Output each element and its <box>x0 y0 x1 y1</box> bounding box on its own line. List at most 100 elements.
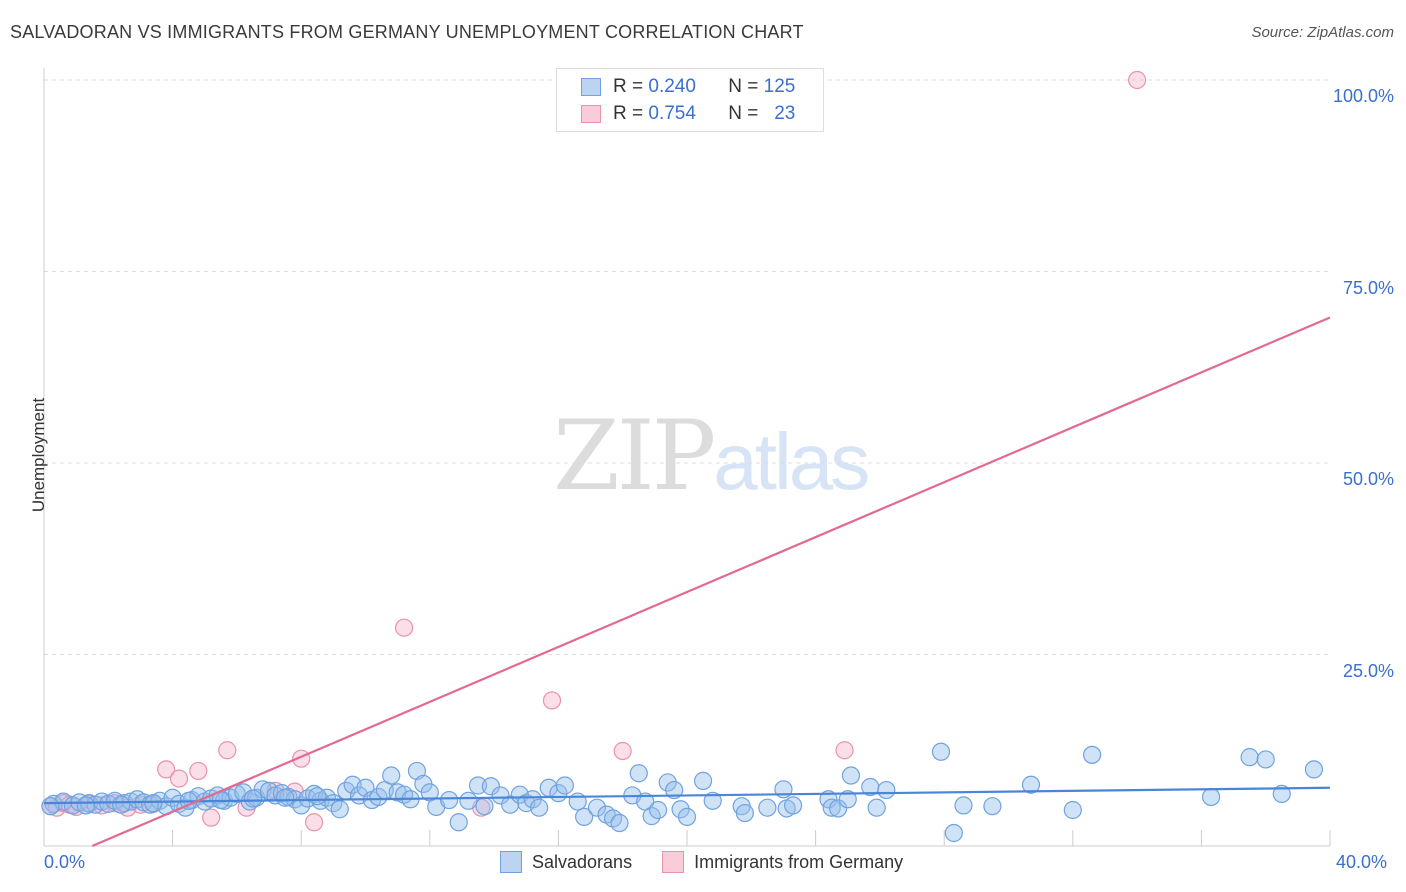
salvadoran-point <box>468 776 488 795</box>
germany-point <box>542 691 562 710</box>
germany-point <box>835 741 854 760</box>
salvadoran-point <box>587 798 607 817</box>
salvadoran-point <box>1201 787 1221 807</box>
watermark: ZIPatlas <box>553 400 870 512</box>
r-label: R = <box>613 76 644 97</box>
salvadoran-point <box>822 798 841 817</box>
n-value: 23 <box>774 103 796 124</box>
legend-item-salvadorans[interactable]: Salvadorans <box>500 851 632 873</box>
trend-lines <box>43 316 1331 848</box>
germany-point <box>394 618 414 637</box>
salvadoran-point <box>369 787 388 807</box>
salvadoran-point <box>144 794 163 813</box>
germany-point <box>169 769 189 788</box>
y-tick-label: 50.0% <box>1342 469 1394 489</box>
germany-point <box>202 808 221 827</box>
watermark-zip: ZIP <box>553 400 716 512</box>
stats-legend: R = 0.240 N = 125 R = 0.754 N = 23 <box>556 68 824 132</box>
salvadoran-point <box>449 813 468 832</box>
salvadoran-point <box>1304 760 1324 779</box>
salvadoran-point <box>703 791 722 810</box>
salvadoran-point <box>575 807 594 826</box>
r-value: 0.754 <box>648 103 696 124</box>
salvadoran-point <box>1256 750 1275 769</box>
legend-swatch-blue <box>581 78 601 96</box>
legend-label: Immigrants from Germany <box>694 851 904 872</box>
n-label: N = <box>728 103 759 124</box>
salvadoran-point <box>475 797 494 816</box>
stats-row-germany: R = 0.754 N = 23 <box>581 101 795 127</box>
salvadoran-point <box>112 795 131 814</box>
salvadoran-point <box>276 788 295 807</box>
r-label: R = <box>613 103 644 124</box>
salvadoran-point <box>931 742 951 761</box>
x-axis-ticks <box>43 830 1331 846</box>
legend-label: Salvadorans <box>532 851 633 872</box>
legend-swatch-pink <box>581 105 601 123</box>
salvadoran-point <box>829 799 848 818</box>
salvadoran-point <box>665 780 684 800</box>
salvadoran-point <box>677 807 697 826</box>
salvadoran-point <box>459 791 478 810</box>
salvadoran-point <box>1021 775 1041 794</box>
salvadoran-point <box>841 766 861 785</box>
bottom-legend: Salvadorans Immigrants from Germany <box>500 851 933 873</box>
salvadoran-point <box>530 798 549 817</box>
salvadoran-point <box>735 803 754 823</box>
salvadoran-point <box>783 796 803 815</box>
salvadoran-point <box>1082 745 1102 764</box>
legend-item-germany[interactable]: Immigrants from Germany <box>662 851 903 873</box>
salvadoran-point <box>629 764 648 783</box>
salvadoran-trend-line <box>43 786 1331 805</box>
stats-row-salvadorans: R = 0.240 N = 125 <box>581 74 795 100</box>
legend-swatch-blue <box>500 851 522 873</box>
salvadoran-point <box>491 786 510 805</box>
gridlines <box>44 79 1330 655</box>
data-points <box>41 70 1324 843</box>
salvadoran-point <box>983 797 1002 816</box>
salvadoran-point <box>867 798 886 817</box>
germany-trend-line <box>91 316 1331 848</box>
salvadoran-point <box>1063 800 1082 820</box>
salvadoran-point <box>76 796 95 815</box>
germany-point <box>189 761 208 781</box>
x-tick-min: 0.0% <box>44 852 86 872</box>
germany-point <box>304 813 324 832</box>
x-tick-max: 40.0% <box>1336 852 1388 872</box>
salvadoran-point <box>439 790 459 810</box>
salvadoran-point <box>555 776 574 795</box>
salvadoran-point <box>330 800 349 819</box>
y-tick-label: 100.0% <box>1332 86 1394 106</box>
germany-point <box>1127 70 1147 90</box>
salvadoran-point <box>1240 748 1259 767</box>
n-value: 125 <box>763 76 796 97</box>
salvadoran-point <box>610 813 629 833</box>
germany-point <box>157 760 176 779</box>
watermark-atlas: atlas <box>713 417 870 506</box>
r-value: 0.240 <box>648 76 696 97</box>
germany-point <box>218 741 237 760</box>
salvadoran-point <box>944 823 963 843</box>
salvadoran-point <box>648 800 668 820</box>
salvadoran-point <box>308 787 327 806</box>
source-label: Source: ZipAtlas.com <box>1251 24 1394 41</box>
salvadoran-point <box>1272 784 1291 804</box>
salvadoran-point <box>501 795 520 814</box>
salvadoran-point <box>954 796 973 815</box>
germany-point <box>613 741 632 761</box>
salvadoran-point <box>41 797 60 816</box>
salvadoran-point <box>877 780 896 800</box>
chart-title: SALVADORAN VS IMMIGRANTS FROM GERMANY UN… <box>10 22 804 42</box>
salvadoran-point <box>693 771 713 790</box>
y-tick-label: 25.0% <box>1342 660 1394 681</box>
y-axis-label: Unemployment <box>29 397 49 513</box>
y-tick-label: 75.0% <box>1342 277 1394 298</box>
salvadoran-point <box>758 798 777 817</box>
salvadoran-point <box>481 777 500 796</box>
legend-swatch-pink <box>662 851 685 873</box>
salvadoran-point <box>603 809 623 828</box>
salvadoran-point <box>382 766 401 785</box>
n-label: N = <box>728 76 759 97</box>
salvadoran-point <box>838 790 857 809</box>
